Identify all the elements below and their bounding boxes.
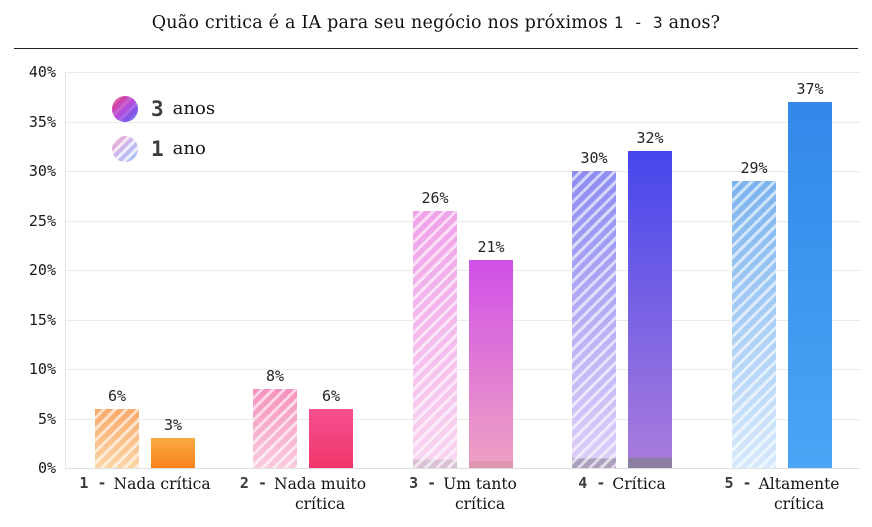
bar-value-label: 29% [740,159,768,177]
y-tick-label: 30% [28,162,56,180]
x-category-label-4: 4 - Crítica [537,474,707,494]
bar-1-ano-um-tanto-critica: 26% [413,189,457,468]
legend-item-3-anos: 3 anos [112,96,215,122]
legend-swatch-3-anos-icon [112,96,138,122]
y-tick-label: 0% [37,459,56,477]
bar-3-anos-nada-critica: 3% [151,416,195,468]
bar-group-nada-muito-critica: 8% 6% [253,72,353,468]
category-number: 2 - [239,474,267,492]
category-text: Crítica [612,475,666,493]
bar-1-ano-critica: 30% [572,149,616,468]
gridline-10 [65,369,860,370]
x-category-label-5: 5 - Altamente crítica [697,474,867,514]
gridline-40 [65,72,860,73]
y-axis-line [65,72,66,468]
y-tick-label: 35% [28,113,56,131]
bar-value-label: 37% [796,80,824,98]
category-number: 1 - [79,474,107,492]
bar-1-ano-altamente-critica: 29% [732,159,776,468]
chart-title-years: 1 - 3 [613,13,663,32]
bar-1-ano-nada-critica: 6% [95,387,139,468]
x-category-label-1: 1 - Nada crítica [60,474,230,494]
x-axis-baseline [65,468,860,469]
x-category-label-3: 3 - Um tanto crítica [378,474,548,514]
legend-number: 1 [151,136,164,161]
bar-3-anos-nada-muito-critica: 6% [309,387,353,468]
category-text: Altamente crítica [758,475,840,514]
legend: 3 anos 1 ano [112,96,215,176]
bar-value-label: 6% [321,387,341,405]
gridline-25 [65,221,860,222]
gridline-30 [65,171,860,172]
chart-title: Quão critica é a IA para seu negócio nos… [0,13,872,33]
category-text: Nada crítica [113,475,211,493]
legend-label: anos [172,98,216,119]
bar-1-ano-nada-muito-critica: 8% [253,367,297,468]
x-category-label-2: 2 - Nada muito crítica [218,474,388,514]
category-number: 3 - [409,474,437,492]
gridline-15 [65,320,860,321]
y-tick-label: 10% [28,360,56,378]
bar-value-label: 21% [477,238,505,256]
bar-value-label: 8% [265,367,285,385]
legend-label: ano [172,138,206,159]
category-number: 4 - [578,474,606,492]
gridline-35 [65,122,860,123]
bar-value-label: 32% [636,129,664,147]
y-tick-label: 5% [37,410,56,428]
title-divider [14,48,858,49]
bar-3-anos-um-tanto-critica: 21% [469,238,513,468]
bar-group-altamente-critica: 29% 37% [732,72,832,468]
bar-value-label: 26% [421,189,449,207]
y-tick-label: 20% [28,261,56,279]
category-number: 5 - [724,474,752,492]
gridline-5 [65,419,860,420]
legend-item-1-ano: 1 ano [112,136,215,162]
category-text: Um tanto crítica [443,475,517,514]
y-tick-label: 15% [28,311,56,329]
chart-title-text: Quão critica é a IA para seu negócio nos… [151,13,608,33]
bar-3-anos-altamente-critica: 37% [788,80,832,468]
bar-value-label: 3% [163,416,183,434]
y-tick-label: 40% [28,63,56,81]
legend-swatch-1-ano-icon [112,136,138,162]
y-tick-label: 25% [28,212,56,230]
bar-3-anos-critica: 32% [628,129,672,468]
bar-value-label: 6% [107,387,127,405]
bar-group-critica: 30% 32% [572,72,672,468]
legend-number: 3 [151,96,164,121]
chart-title-suffix: anos? [668,13,721,33]
bar-group-um-tanto-critica: 26% 21% [413,72,513,468]
bar-group-nada-critica: 6% 3% [95,72,195,468]
bar-value-label: 30% [580,149,608,167]
gridline-20 [65,270,860,271]
category-text: Nada muito crítica [274,475,367,514]
